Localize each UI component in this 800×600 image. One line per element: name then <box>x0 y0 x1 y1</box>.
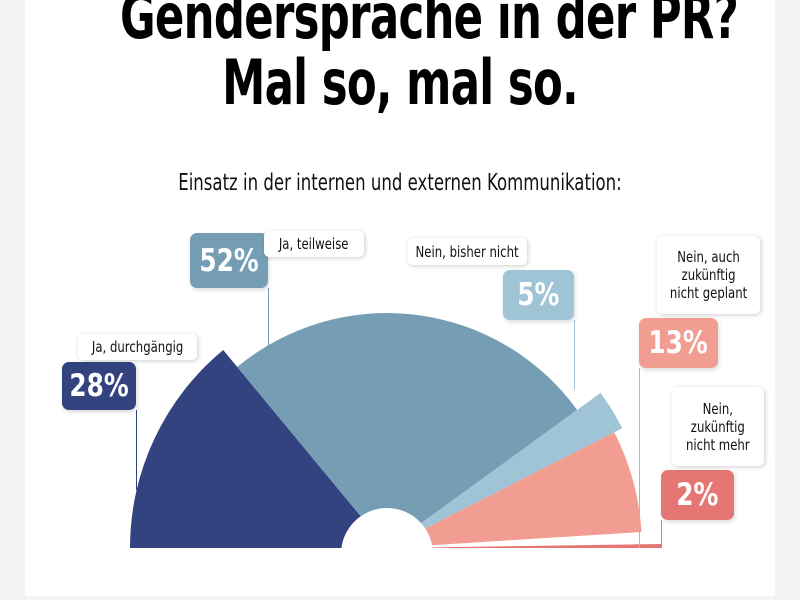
category-label: Nein, zukünftig nicht mehr <box>686 399 750 454</box>
slice-2 <box>387 392 623 548</box>
category-label: Nein, auch zukünftig nicht geplant <box>669 248 748 302</box>
slice-0 <box>130 349 387 548</box>
title-line-1: Gendersprache in der PR? <box>120 0 739 53</box>
leader-line <box>661 520 662 548</box>
chart-subtitle: Einsatz in der internen und externen Kom… <box>178 170 622 196</box>
slice-3 <box>387 432 642 548</box>
value-label: 13% <box>648 325 709 361</box>
category-callout: Nein, bisher nicht <box>408 238 527 265</box>
center-cutout <box>341 508 433 554</box>
value-badge: 28% <box>62 362 136 410</box>
category-callout: Nein, zukünftig nicht mehr <box>672 387 764 466</box>
category-label: Ja, teilweise <box>279 235 349 253</box>
value-label: 5% <box>517 277 560 313</box>
value-badge: 52% <box>190 233 268 288</box>
value-label: 2% <box>676 477 719 513</box>
value-badge: 2% <box>661 470 734 520</box>
slice-1 <box>237 312 578 548</box>
value-label: 52% <box>199 242 259 279</box>
slice-4 <box>387 544 662 548</box>
leader-line <box>268 288 269 346</box>
category-callout: Ja, teilweise <box>264 231 364 257</box>
category-callout: Nein, auch zukünftig nicht geplant <box>657 236 760 314</box>
value-badge: 13% <box>639 318 718 368</box>
leader-line <box>136 410 137 490</box>
leader-line <box>574 320 575 390</box>
category-label: Nein, bisher nicht <box>415 242 520 261</box>
value-badge: 5% <box>503 270 574 320</box>
category-callout: Ja, durchgängig <box>78 334 197 360</box>
title-line-2: Mal so, mal so. <box>222 46 579 119</box>
value-label: 28% <box>69 368 129 404</box>
category-label: Ja, durchgängig <box>91 338 184 356</box>
leader-line <box>639 368 640 548</box>
